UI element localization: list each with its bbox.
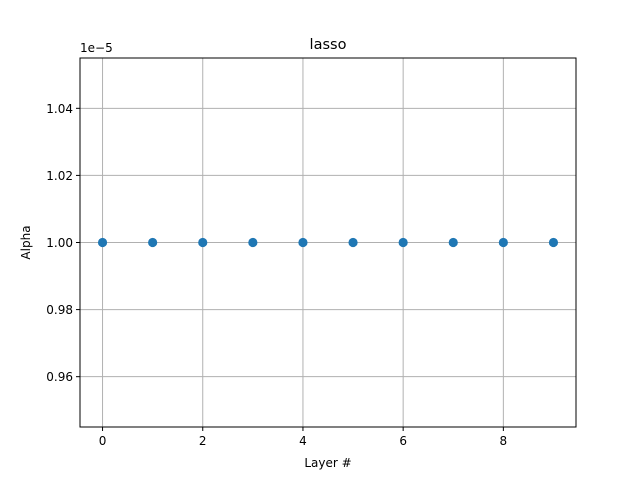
ticks: 0 2 4 6 8 0.96 0.98 1.00 1.02 1.04: [46, 102, 507, 448]
data-point: [97, 237, 108, 248]
x-tick-label: 8: [500, 434, 508, 448]
data-point: [298, 237, 308, 248]
y-tick-label: 0.96: [46, 370, 73, 384]
data-point: [148, 237, 158, 248]
data-point: [248, 237, 258, 248]
data-point: [398, 237, 408, 248]
x-tick-label: 2: [199, 434, 207, 448]
x-tick-label: 6: [399, 434, 407, 448]
x-tick-label: 4: [299, 434, 307, 448]
data-point: [548, 237, 559, 248]
x-axis-label: Layer #: [304, 456, 351, 470]
y-tick-label: 1.00: [46, 236, 73, 250]
y-offset-label: 1e−5: [80, 41, 113, 55]
data-point: [348, 237, 358, 248]
chart-title: lasso: [310, 37, 347, 53]
data-point: [198, 237, 208, 248]
data-point: [448, 237, 458, 248]
data-point: [498, 237, 508, 248]
y-tick-label: 1.04: [46, 102, 73, 116]
data-points: [97, 237, 559, 248]
y-tick-label: 0.98: [46, 303, 73, 317]
x-tick-label: 0: [99, 434, 107, 448]
y-axis-label: Alpha: [19, 225, 33, 259]
y-tick-label: 1.02: [46, 169, 73, 183]
